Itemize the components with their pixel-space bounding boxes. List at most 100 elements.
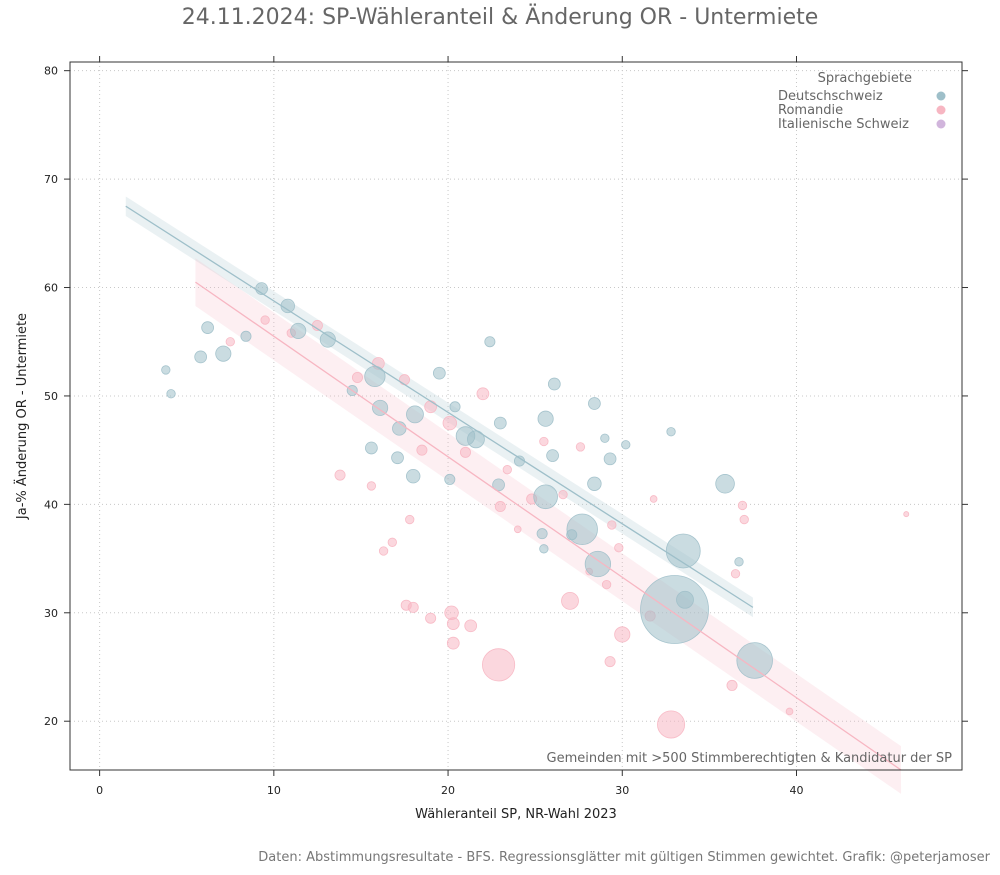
- point-romandie: [739, 514, 749, 525]
- point-deutschschweiz: [676, 590, 694, 609]
- y-tick-label: 70: [44, 173, 58, 186]
- point-romandie: [416, 444, 428, 456]
- point-deutschschweiz: [621, 440, 631, 450]
- point-romandie: [539, 436, 549, 447]
- x-tick-label: 20: [441, 784, 455, 797]
- legend-label: Italienische Schweiz: [778, 117, 909, 132]
- point-deutschschweiz: [533, 484, 558, 510]
- point-romandie: [424, 400, 437, 414]
- point-romandie: [502, 465, 512, 475]
- grid-layer: [70, 62, 962, 770]
- y-axis-label: Ja-% Änderung OR - Untermiete: [14, 313, 30, 520]
- point-deutschschweiz: [391, 451, 404, 465]
- chart-annotation: Gemeinden mit >500 Stimmberechtigten & K…: [547, 751, 953, 766]
- point-deutschschweiz: [734, 557, 744, 567]
- point-romandie: [482, 648, 516, 682]
- point-romandie: [398, 374, 410, 386]
- point-deutschschweiz: [484, 336, 496, 348]
- y-tick-label: 80: [44, 65, 58, 78]
- y-tick-label: 40: [44, 498, 58, 511]
- point-romandie: [405, 514, 415, 525]
- point-romandie: [407, 601, 419, 613]
- point-deutschschweiz: [536, 528, 548, 540]
- legend-swatch: [936, 91, 946, 101]
- point-deutschschweiz: [736, 642, 773, 679]
- point-deutschschweiz: [600, 433, 610, 443]
- point-romandie: [387, 537, 397, 547]
- point-romandie: [604, 656, 616, 668]
- legend-swatch: [936, 105, 946, 115]
- point-deutschschweiz: [539, 544, 549, 554]
- point-romandie: [607, 520, 617, 530]
- point-romandie: [730, 569, 741, 579]
- point-deutschschweiz: [566, 529, 578, 541]
- x-tick-label: 10: [267, 784, 281, 797]
- point-deutschschweiz: [640, 575, 709, 644]
- point-romandie: [225, 337, 235, 347]
- point-deutschschweiz: [432, 366, 446, 380]
- point-deutschschweiz: [584, 550, 612, 578]
- point-deutschschweiz: [215, 345, 232, 362]
- point-romandie: [575, 442, 586, 452]
- point-deutschschweiz: [546, 449, 559, 462]
- point-deutschschweiz: [406, 468, 421, 484]
- point-romandie: [726, 679, 738, 691]
- x-tick-label: 30: [615, 784, 629, 797]
- point-deutschschweiz: [365, 441, 378, 455]
- legend-swatch: [936, 119, 946, 129]
- point-romandie: [737, 500, 748, 511]
- y-tick-label: 60: [44, 282, 58, 295]
- y-tick-label: 30: [44, 607, 58, 620]
- point-romandie: [785, 707, 794, 716]
- x-tick-label: 0: [96, 784, 103, 797]
- point-deutschschweiz: [547, 377, 561, 391]
- point-romandie: [614, 626, 631, 643]
- point-romandie: [614, 543, 624, 553]
- point-romandie: [561, 591, 579, 610]
- point-deutschschweiz: [449, 401, 461, 413]
- point-romandie: [657, 710, 686, 739]
- point-deutschschweiz: [161, 365, 171, 375]
- x-tick-label: 40: [789, 784, 803, 797]
- legend-label: Deutschschweiz: [778, 89, 883, 104]
- point-romandie: [366, 481, 377, 491]
- axis-layer: 0 10 20 30 40 20 30 40 50 60 70 80: [44, 56, 968, 797]
- regression-line: [125, 205, 754, 608]
- chart-title: 24.11.2024: SP-Wähleranteil & Änderung O…: [182, 4, 819, 30]
- regression-line: [195, 281, 902, 771]
- regression-line-layer: [125, 205, 902, 771]
- y-tick-label: 20: [44, 715, 58, 728]
- point-romandie: [425, 612, 437, 624]
- point-romandie: [446, 636, 460, 650]
- chart-caption: Daten: Abstimmungsresultate - BFS. Regre…: [258, 850, 990, 865]
- point-deutschschweiz: [492, 478, 505, 492]
- point-deutschschweiz: [194, 350, 208, 364]
- regression-band-layer: [125, 196, 902, 794]
- point-romandie: [494, 501, 506, 513]
- point-romandie: [464, 619, 478, 633]
- point-romandie: [649, 495, 658, 503]
- point-deutschschweiz: [201, 321, 214, 334]
- y-tick-label: 50: [44, 390, 58, 403]
- legend-label: Romandie: [778, 103, 843, 118]
- point-deutschschweiz: [537, 410, 554, 427]
- point-deutschschweiz: [166, 389, 176, 399]
- point-romandie: [601, 579, 612, 590]
- point-romandie: [351, 372, 363, 384]
- legend: Sprachgebiete DeutschschweizRomandieItal…: [778, 71, 946, 132]
- point-romandie: [260, 315, 270, 325]
- point-romandie: [513, 525, 522, 534]
- point-deutschschweiz: [280, 298, 295, 314]
- legend-title: Sprachgebiete: [818, 71, 912, 86]
- point-romandie: [334, 469, 346, 481]
- point-deutschschweiz: [588, 397, 601, 410]
- point-romandie: [442, 415, 457, 431]
- point-deutschschweiz: [290, 322, 307, 339]
- point-deutschschweiz: [603, 452, 617, 466]
- point-deutschschweiz: [665, 533, 701, 569]
- point-romandie: [476, 387, 490, 401]
- point-romandie: [459, 446, 471, 458]
- plot-frame: [69, 61, 963, 771]
- point-deutschschweiz: [406, 405, 424, 424]
- point-deutschschweiz: [587, 476, 602, 491]
